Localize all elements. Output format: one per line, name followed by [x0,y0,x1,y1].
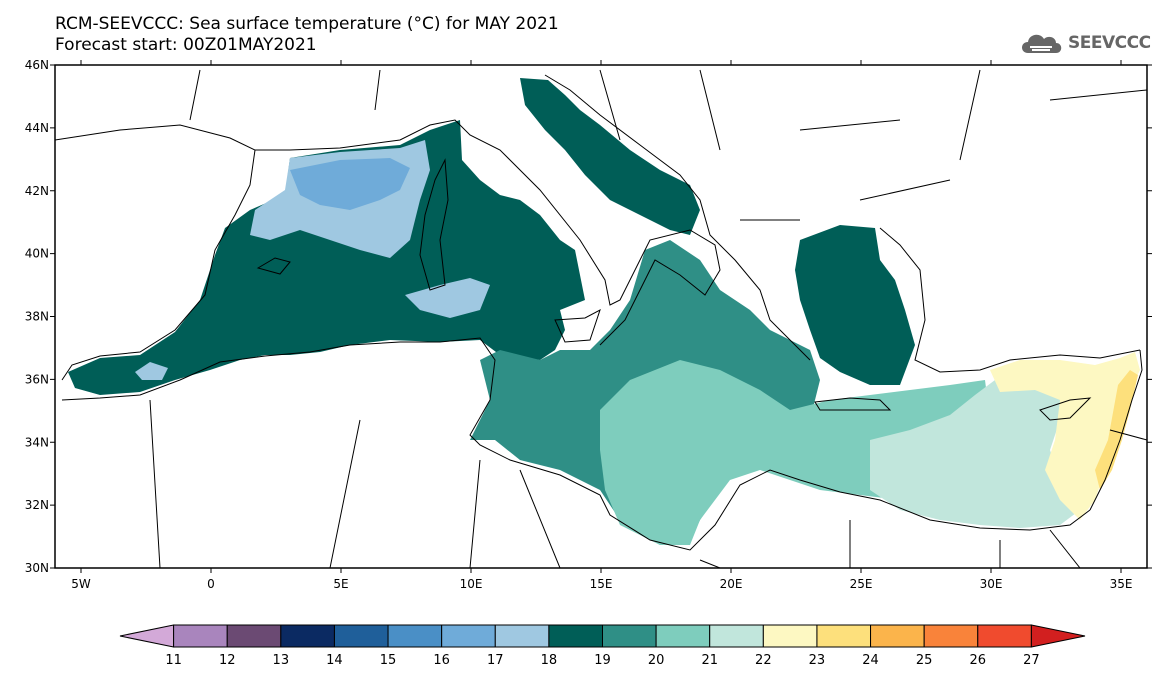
sea-region-aegean [795,225,915,385]
sea-region-alboran [135,362,168,380]
logo-text: SEEVCCC [1068,33,1151,53]
map-title: RCM-SEEVCCC: Sea surface temperature (°C… [55,14,559,34]
lon-tick-label: 20E [720,577,743,591]
colorbar-cell [816,624,872,648]
colorbar-label: 25 [916,653,933,668]
coastline-adriatic-east [544,74,811,361]
colorbar-cell [387,624,443,648]
sea-region-levant-warm [1095,370,1138,490]
sea-region-west-med [68,120,585,395]
colorbar-label: 16 [433,653,450,668]
island-balearics [256,257,291,275]
colorbar-label: 27 [1023,653,1040,668]
colorbar-label: 13 [273,653,290,668]
cloud-icon [1022,34,1062,53]
colorbar-label: 14 [326,653,343,668]
seevccc-logo: SEEVCCC [1018,27,1158,59]
sea-region-ligurian-cold-core [290,158,410,210]
colorbar-cell [870,624,925,648]
sea-region-levantine-east [870,375,1080,528]
colorbar-under-arrow [119,624,175,648]
colorbar-cell [655,624,711,648]
lat-tick-label: 36N [25,372,49,386]
lon-tick-label: 5W [71,577,91,591]
coastline-north-africa [61,337,1091,551]
country-borders [55,69,1147,568]
colorbar: 11 12 13 14 15 16 17 18 19 20 21 22 23 24 25 26 27 [119,624,1086,668]
axes: 46N 44N 42N 40N 38N 36N 34N 32N 30N 5W 0 5E 10E 15E 20… [25,58,1152,591]
sea-region-adriatic [520,78,700,235]
colorbar-label: 12 [219,653,236,668]
sst-field [68,78,1140,545]
lat-tick-label: 34N [25,435,49,449]
coastline-turkey [879,227,1141,373]
colorbar-label: 22 [755,653,772,668]
lat-tick-label: 46N [25,58,49,72]
coastline-levant [1089,349,1143,511]
lon-tick-label: 30E [980,577,1003,591]
forecast-start-label: Forecast start: 00Z01MAY2021 [55,35,317,55]
colorbar-label: 21 [701,653,718,668]
coastline-iberia [55,124,256,381]
colorbar-cell [548,624,604,648]
coastline-france-italy [255,119,721,346]
colorbar-over-arrow [1030,624,1086,648]
sea-region-levant-coast [990,352,1140,520]
lon-tick-label: 0 [207,577,215,591]
colorbar-cell [923,624,979,648]
border-lines [149,69,1147,568]
colorbar-label: 17 [487,653,504,668]
lat-tick-label: 32N [25,498,49,512]
island-sicily [554,308,601,343]
colorbar-cell [173,624,228,648]
colorbar-label: 20 [648,653,665,668]
colorbar-cell [494,624,550,648]
lon-tick-label: 35E [1110,577,1133,591]
colorbar-cell [977,624,1032,648]
colorbar-cell [333,624,389,648]
sea-region-tyrrhenian-cool [405,278,490,318]
colorbar-cell [762,624,818,648]
colorbar-cell [226,624,282,648]
lat-tick-label: 40N [25,247,49,261]
colorbar-cell [441,624,496,648]
lon-tick-label: 25E [850,577,873,591]
lon-tick-label: 10E [460,577,483,591]
colorbar-label: 15 [380,653,397,668]
lat-tick-label: 44N [25,121,49,135]
island-cyprus [1039,397,1092,421]
lon-tick-label: 15E [590,577,613,591]
colorbar-label: 23 [809,653,826,668]
lat-tick-label: 38N [25,310,49,324]
lon-tick-label: 5E [333,577,348,591]
island-corsica-sardinia [419,158,449,291]
colorbar-label: 26 [970,653,987,668]
colorbar-label: 18 [541,653,558,668]
colorbar-cell [280,624,335,648]
colorbar-label: 19 [594,653,611,668]
lat-tick-label: 42N [25,184,49,198]
lat-tick-label: 30N [25,561,49,575]
colorbar-cell [602,624,657,648]
island-crete [814,397,892,411]
colorbar-label: 24 [862,653,879,668]
colorbar-label: 11 [165,653,182,668]
colorbar-cell [709,624,764,648]
